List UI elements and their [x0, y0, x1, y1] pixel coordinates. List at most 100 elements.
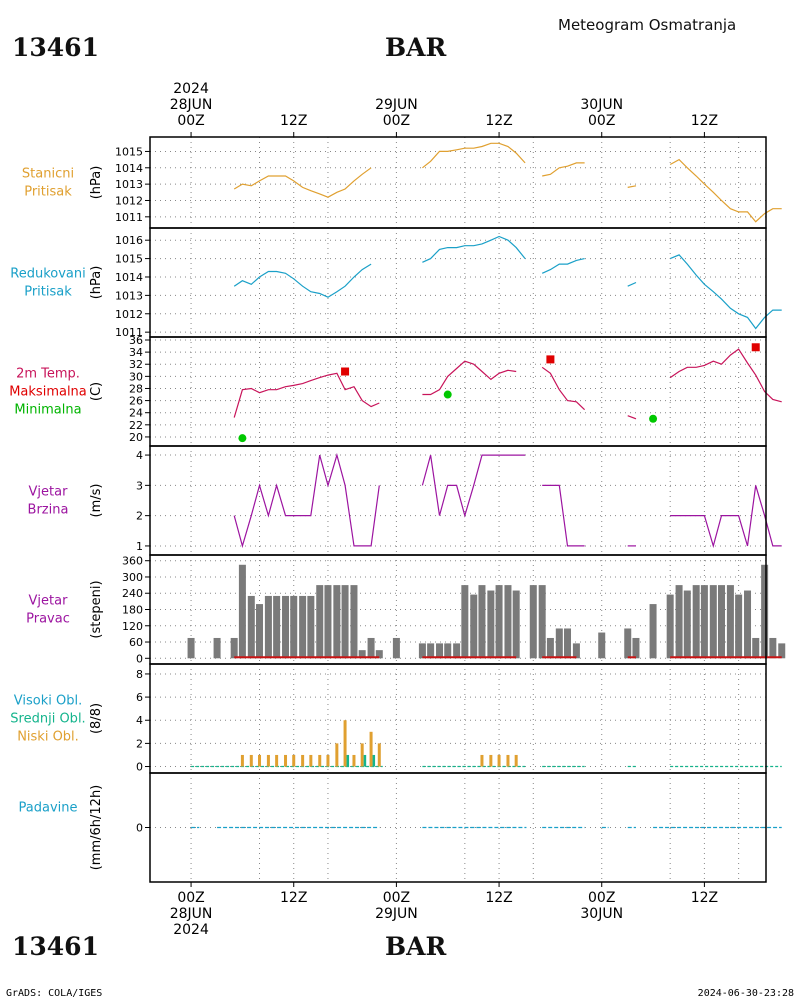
x-tick-label: 30JUN	[580, 906, 623, 922]
wind-direction-bar	[273, 595, 281, 659]
wind-direction-bar	[769, 637, 777, 659]
wind-direction-bar	[299, 595, 307, 659]
y-tick-label: 300	[122, 571, 143, 584]
x-tick-label: 28JUN	[170, 97, 213, 113]
wind-direction-bar	[213, 637, 221, 659]
wind-direction-bar	[624, 628, 632, 659]
wind-direction-bar	[632, 637, 640, 659]
x-tick-label: 00Z	[383, 890, 410, 906]
y-tick-label: 4	[136, 714, 143, 727]
x-tick-label: 00Z	[383, 113, 410, 129]
panel-frame	[149, 136, 767, 229]
wind-direction-bar	[282, 595, 290, 659]
low-cloud-bar	[284, 754, 288, 767]
x-tick-label: 28JUN	[170, 906, 213, 922]
panel-frame	[149, 227, 767, 338]
wind-direction-bar	[427, 643, 435, 659]
max-temp-marker	[546, 355, 555, 364]
y-tick-label: 1	[136, 540, 143, 553]
y-tick-label: 1011	[115, 326, 143, 339]
x-tick-label: 00Z	[177, 890, 204, 906]
x-tick-label: 12Z	[485, 113, 512, 129]
low-cloud-bar	[318, 754, 322, 767]
wind-direction-bar	[572, 643, 580, 659]
panel-reduced_pressure: 1011 1012 1013 1014 1015 1016 (hPa) Redukovani P…	[10, 227, 782, 339]
x-tick-label: 12Z	[691, 113, 718, 129]
chart-title: Meteogram Osmatranja	[558, 16, 736, 34]
panel-precipitation: 0 (mm/6h/12h) Padavine	[19, 772, 782, 883]
y-tick-label: 2	[136, 737, 143, 750]
low-cloud-bar	[266, 754, 270, 767]
y-tick-label: 1014	[115, 271, 143, 284]
panel-frame	[149, 445, 767, 556]
wind-direction-bar	[598, 632, 606, 659]
wind-direction-bar	[649, 604, 657, 659]
series-line	[422, 142, 526, 169]
y-tick-label: 1015	[115, 253, 143, 266]
panel-label: Stanicni	[22, 167, 74, 182]
y-tick-label: 2	[136, 510, 143, 523]
series-line	[627, 415, 637, 420]
y-tick-label: 0	[136, 652, 143, 665]
y-tick-label: 36	[129, 334, 143, 347]
panel-wind_speed: 1 2 3 4 (m/s) Vjetar Brzina	[28, 445, 782, 556]
series-line	[233, 452, 380, 549]
low-cloud-bar	[301, 754, 305, 767]
y-tick-label: 3	[136, 479, 143, 492]
low-cloud-bar	[497, 754, 501, 767]
low-cloud-bar	[377, 743, 381, 767]
y-tick-label: 30	[129, 370, 143, 383]
wind-direction-bar	[341, 585, 349, 659]
y-axis-unit-label: (m/s)	[89, 484, 104, 518]
series-line	[542, 484, 585, 547]
wind-direction-bar	[555, 628, 563, 659]
panel-label: Srednji Obl.	[10, 712, 85, 727]
x-tick-label: 00Z	[177, 113, 204, 129]
low-cloud-bar	[343, 720, 347, 767]
mid-cloud-bar	[346, 754, 350, 767]
station-id-bottom: 13461	[12, 932, 99, 961]
wind-direction-bar	[307, 595, 315, 659]
low-cloud-bar	[480, 754, 484, 767]
panel-frame	[149, 772, 767, 883]
wind-direction-bar	[256, 604, 264, 659]
wind-direction-bar	[367, 637, 375, 659]
y-tick-label: 1012	[115, 308, 143, 321]
max-temp-marker	[341, 367, 350, 376]
mid-cloud-bar	[372, 754, 376, 767]
min-temp-marker	[443, 390, 452, 399]
wind-direction-bar	[683, 590, 691, 659]
wind-direction-bar	[461, 585, 469, 659]
footer-timestamp: 2024-06-30-23:28	[698, 988, 794, 999]
panel-label: Pritisak	[24, 285, 72, 300]
wind-direction-bar	[350, 585, 358, 659]
y-axis-unit-label: (hPa)	[89, 166, 104, 200]
wind-direction-bar	[238, 564, 246, 659]
y-tick-label: 60	[129, 636, 143, 649]
y-tick-label: 1015	[115, 145, 143, 158]
wind-direction-bar	[744, 590, 752, 659]
wind-direction-bar	[392, 637, 400, 659]
panel-label: Vjetar	[29, 594, 69, 609]
series-line	[670, 485, 782, 549]
wind-direction-bar	[735, 594, 743, 659]
y-tick-label: 1011	[115, 211, 143, 224]
series-line	[542, 162, 585, 177]
panel-label: Redukovani	[10, 267, 85, 282]
panel-label: Maksimalna	[9, 385, 87, 400]
y-tick-label: 22	[129, 419, 143, 432]
y-tick-label: 1013	[115, 289, 143, 302]
series-line	[233, 372, 380, 418]
wind-direction-bar	[247, 595, 255, 659]
y-tick-label: 120	[122, 620, 143, 633]
panel-pressure: 1011 1012 1013 1014 1015 (hPa) Stanicni Pritisa…	[22, 136, 782, 229]
wind-direction-bar	[470, 594, 478, 659]
y-axis-unit-label: (C)	[89, 382, 104, 401]
wind-direction-bar	[230, 637, 238, 659]
x-tick-label: 12Z	[691, 890, 718, 906]
x-tick-label: 00Z	[588, 890, 615, 906]
wind-direction-bar	[324, 585, 332, 659]
low-cloud-bar	[506, 754, 510, 767]
